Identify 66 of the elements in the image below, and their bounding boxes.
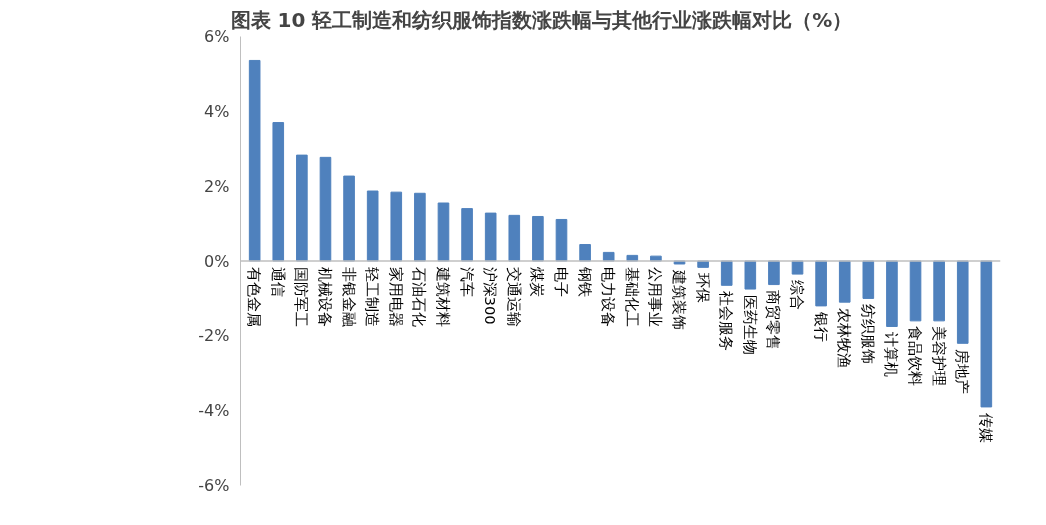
x-tick-label: 纺织服饰: [859, 304, 877, 365]
x-tick-label: 有色金属: [246, 266, 264, 327]
x-tick-label: 医药生物: [741, 294, 759, 355]
x-tick-label: 公用事业: [647, 266, 665, 327]
x-tick-label: 通信: [269, 266, 287, 297]
y-tick-label: 4%: [204, 101, 230, 121]
x-tick-label: 国防军工: [293, 266, 311, 327]
x-tick-label: 家用电器: [387, 266, 405, 327]
chart-title: 图表 10 轻工制造和纺织服饰指数涨跌幅与其他行业涨跌幅对比（%）: [230, 7, 853, 32]
bar: [815, 260, 827, 307]
bar: [390, 191, 403, 262]
x-tick-label: 房地产: [954, 348, 972, 394]
bar: [720, 260, 733, 286]
bar: [484, 212, 497, 262]
bar: [272, 122, 285, 262]
bar: [980, 260, 993, 408]
bar: [532, 215, 544, 262]
x-tick-label: 环保: [694, 272, 712, 303]
bar: [296, 154, 308, 262]
x-tick-label: 基础化工: [623, 266, 641, 327]
bar: [909, 260, 922, 322]
bar: [768, 260, 780, 286]
x-tick-label: 石油石化: [411, 266, 429, 327]
bar: [555, 218, 568, 262]
x-tick-label: 综合: [789, 279, 807, 310]
x-tick-label: 计算机: [883, 332, 901, 378]
bar: [248, 59, 261, 262]
y-tick-label: 0%: [204, 251, 230, 271]
bar: [366, 190, 379, 262]
x-tick-label: 钢铁: [576, 265, 594, 297]
bar: [319, 156, 332, 262]
bar: [579, 244, 591, 262]
x-tick-label: 建筑装饰: [671, 268, 689, 330]
y-tick-label: -2%: [198, 326, 230, 346]
x-tick-label: 机械设备: [316, 266, 334, 327]
bar: [956, 260, 969, 344]
bar: [744, 260, 757, 290]
x-tick-label: 沪深300: [482, 266, 500, 325]
x-tick-label: 非银金融: [340, 266, 358, 327]
bar: [461, 208, 473, 262]
x-tick-label: 银行: [812, 310, 830, 342]
bar: [933, 260, 945, 322]
y-tick-label: -4%: [198, 401, 230, 421]
y-tick-label: 2%: [204, 176, 230, 196]
bar: [886, 260, 898, 327]
x-tick-label: 农林牧渔: [836, 307, 854, 368]
x-tick-label: 电子: [552, 266, 570, 297]
bar: [508, 214, 521, 262]
y-tick-label: 6%: [204, 27, 230, 46]
x-tick-label: 电力设备: [600, 266, 618, 327]
x-tick-label: 轻工制造: [364, 266, 382, 327]
x-tick-label: 美容护理: [930, 326, 948, 387]
bar: [343, 175, 355, 262]
x-tick-label: 社会服务: [718, 290, 736, 351]
bar: [862, 260, 875, 299]
bar: [437, 202, 450, 262]
x-tick-label: 传媒: [977, 412, 995, 443]
bar: [414, 192, 426, 262]
x-tick-label: 交通运输: [505, 266, 523, 327]
x-tick-label: 汽车: [458, 266, 476, 297]
x-tick-label: 建筑材料: [434, 265, 452, 327]
y-tick-label: -6%: [198, 476, 230, 495]
x-tick-label: 商贸零售: [765, 290, 783, 351]
x-tick-label: 食品饮料: [907, 326, 925, 387]
bar: [838, 260, 851, 303]
x-tick-label: 煤炭: [529, 266, 547, 297]
